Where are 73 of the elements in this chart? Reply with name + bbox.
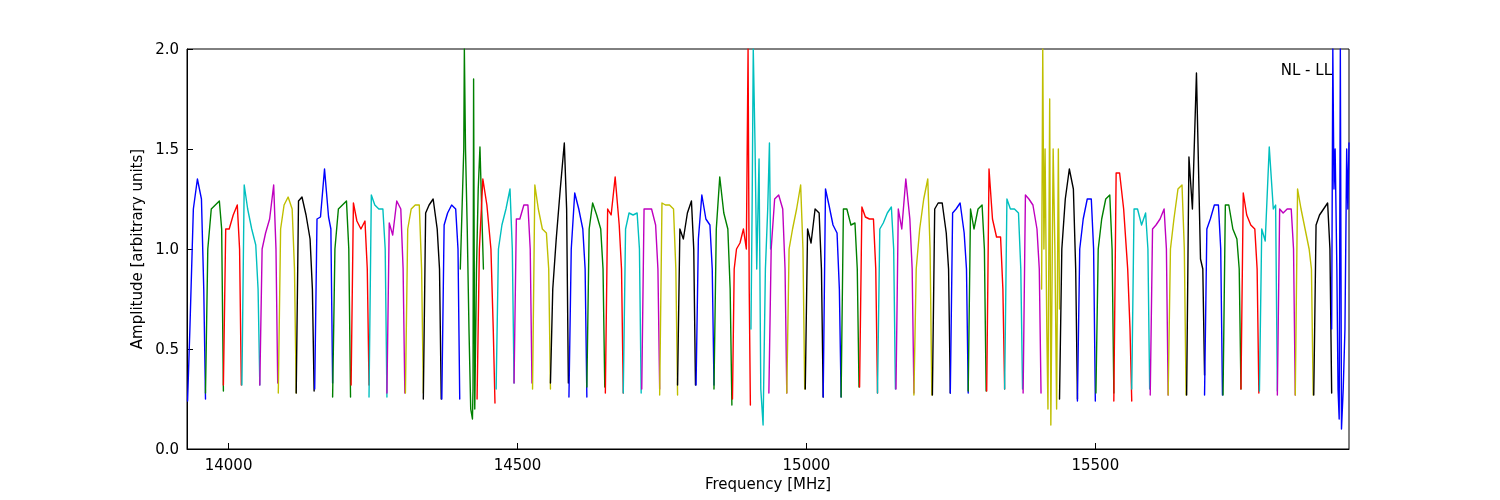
- line-series: [840, 208, 860, 398]
- line-series: [1185, 72, 1206, 396]
- x-tick-label: 15000: [782, 455, 831, 474]
- line-series: [259, 184, 279, 386]
- line-series: [241, 184, 261, 386]
- line-series: [641, 208, 661, 390]
- line-series: [1313, 202, 1333, 396]
- x-tick-label: 14000: [204, 455, 253, 474]
- line-series: [1113, 172, 1133, 402]
- line-series: [768, 194, 788, 394]
- line-series: [513, 204, 533, 384]
- x-axis-title: Frequency [MHz]: [704, 475, 832, 494]
- line-series: [1022, 194, 1042, 394]
- line-series: [1222, 204, 1242, 396]
- line-series: [986, 168, 1006, 392]
- x-tick-label: 15500: [1071, 455, 1120, 474]
- line-series: [1240, 192, 1260, 394]
- line-series: [350, 202, 370, 386]
- line-series: [459, 48, 485, 420]
- line-series: [1003, 198, 1024, 390]
- line-series: [622, 212, 642, 394]
- line-series: [1095, 194, 1115, 394]
- line-series: [441, 204, 461, 400]
- line-series: [913, 178, 933, 396]
- y-tick-label: 0.0: [155, 440, 179, 458]
- line-series: [731, 48, 752, 406]
- line-series: [1076, 198, 1097, 402]
- line-series: [1040, 48, 1061, 426]
- line-series: [568, 192, 588, 398]
- line-series: [876, 206, 897, 394]
- line-series: [1058, 168, 1079, 400]
- line-series: [1167, 184, 1187, 396]
- line-series: [222, 204, 243, 386]
- line-series: [949, 202, 969, 394]
- line-series: [750, 48, 772, 426]
- line-series: [713, 176, 733, 406]
- line-series: [1131, 208, 1151, 390]
- line-series: [658, 202, 679, 396]
- x-tick-label: 14500: [493, 455, 542, 474]
- y-tick-label: 2.0: [155, 40, 179, 58]
- line-series: [277, 196, 297, 394]
- line-series: [1330, 48, 1350, 430]
- line-series: [476, 178, 496, 404]
- line-series: [186, 178, 207, 402]
- line-series: [822, 188, 842, 398]
- line-series: [531, 184, 552, 390]
- line-series: [495, 188, 515, 390]
- annotation: NL - LL: [1280, 60, 1333, 79]
- line-series: [586, 202, 606, 388]
- line-series: [604, 176, 624, 394]
- line-series: [331, 200, 352, 398]
- y-tick-label: 0.5: [155, 340, 179, 358]
- line-series: [368, 194, 388, 398]
- line-series: [1258, 146, 1279, 392]
- line-series: [314, 168, 334, 390]
- y-tick-label: 1.5: [155, 140, 179, 158]
- line-series: [676, 200, 697, 386]
- y-axis-title: Amplitude [arbitrary units]: [127, 148, 146, 350]
- line-series: [1276, 208, 1296, 396]
- line-series: [386, 200, 406, 394]
- line-series: [786, 184, 806, 394]
- line-series: [931, 202, 951, 396]
- line-series: [295, 196, 315, 394]
- line-series: [967, 204, 987, 392]
- line-series: [422, 198, 442, 400]
- line-series: [404, 204, 425, 394]
- line-series: [204, 200, 225, 394]
- line-series: [1149, 208, 1169, 396]
- line-series: [1203, 204, 1224, 396]
- line-series: [549, 142, 570, 384]
- y-tick-label: 1.0: [155, 240, 179, 258]
- line-series: [1294, 188, 1314, 396]
- line-series: [695, 194, 715, 386]
